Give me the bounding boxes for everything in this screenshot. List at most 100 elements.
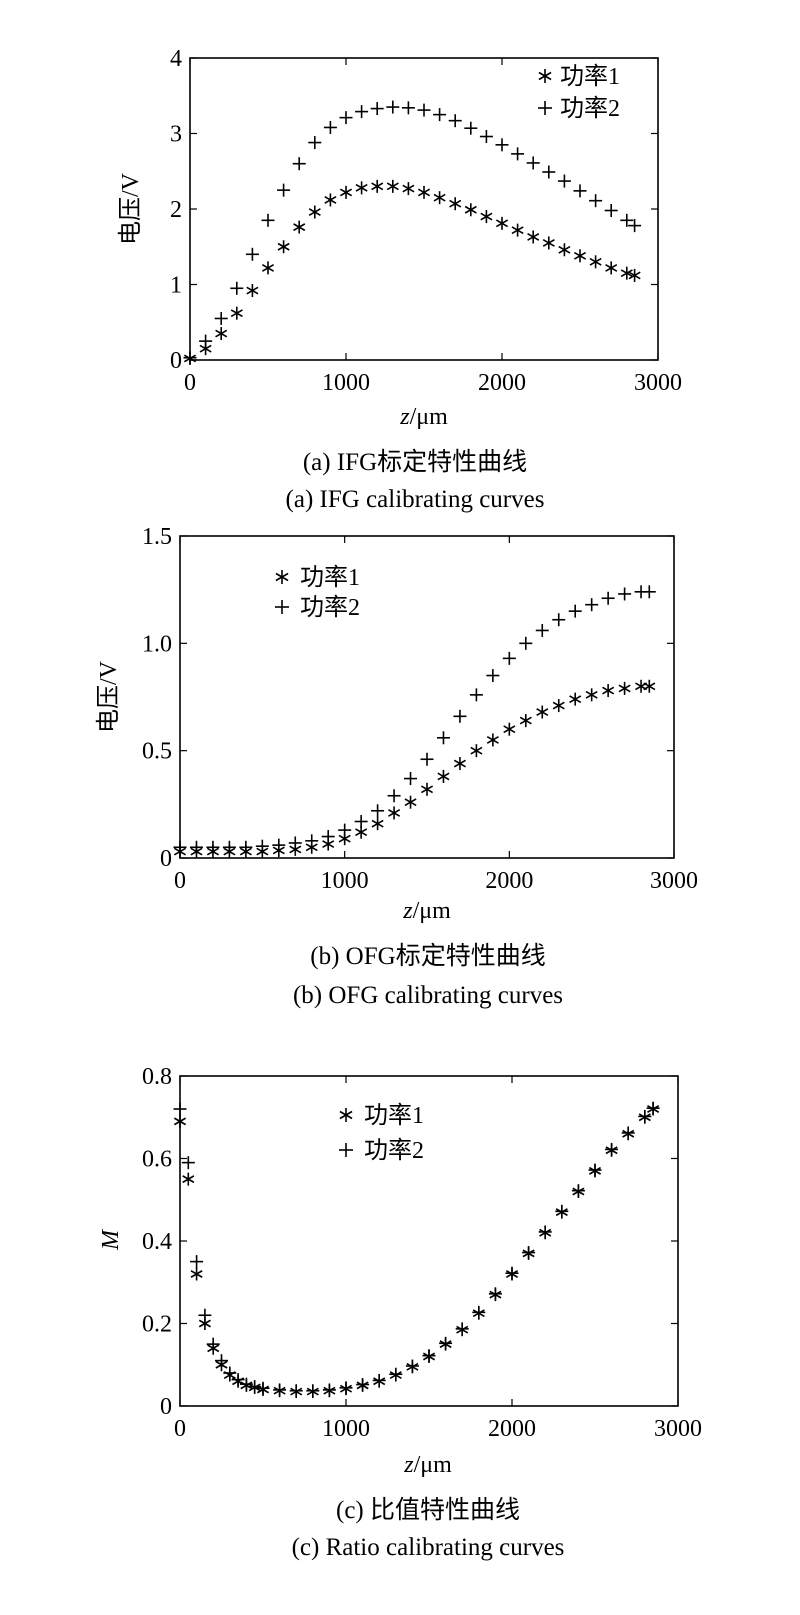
caption-en: (b) OFG calibrating curves	[293, 982, 563, 1009]
tick-group	[189, 57, 659, 361]
data-point-plus	[479, 130, 493, 144]
legend-marker-asterisk	[339, 1108, 353, 1122]
data-point-plus	[502, 651, 516, 665]
data-point-asterisk	[246, 284, 259, 298]
data-point-plus	[387, 789, 401, 803]
data-point-asterisk	[569, 692, 582, 706]
data-point-asterisk	[628, 268, 641, 282]
data-point-plus	[589, 194, 603, 208]
data-point-plus	[389, 1367, 403, 1381]
data-point-plus	[189, 840, 203, 854]
x-axis-unit: /μm	[413, 898, 452, 924]
caption-cn: (c) 比值特性曲线	[336, 1496, 520, 1524]
tick-group	[179, 1075, 679, 1407]
x-axis-unit: /μm	[410, 404, 449, 430]
data-point-plus	[305, 834, 319, 848]
data-point-asterisk	[277, 240, 290, 254]
legend-marker-plus	[538, 101, 552, 115]
tick-group	[179, 535, 675, 859]
data-point-asterisk	[558, 243, 571, 257]
data-point-plus	[621, 1126, 635, 1140]
data-point-asterisk	[230, 306, 243, 320]
data-point-plus	[601, 591, 615, 605]
data-point-plus	[605, 1142, 619, 1156]
data-point-asterisk	[519, 714, 532, 728]
data-point-asterisk	[480, 210, 493, 224]
data-point-plus	[526, 156, 540, 170]
data-point-plus	[568, 604, 582, 618]
data-point-asterisk	[402, 182, 415, 196]
data-point-asterisk	[618, 681, 631, 695]
data-point-plus	[239, 840, 253, 854]
data-point-plus	[214, 311, 228, 325]
data-point-plus	[181, 1156, 195, 1170]
data-point-plus	[620, 213, 634, 227]
data-point-plus	[433, 108, 447, 122]
data-point-plus	[173, 840, 187, 854]
x-tick-label: 0	[174, 1416, 186, 1442]
y-tick-label: 1	[170, 273, 182, 299]
data-point-plus	[272, 838, 286, 852]
data-point-plus	[261, 213, 275, 227]
data-point-plus	[173, 1102, 187, 1116]
data-point-plus	[245, 247, 259, 261]
x-axis-unit: /μm	[414, 1452, 453, 1478]
data-point-asterisk	[635, 679, 648, 693]
y-tick-label: 1.0	[142, 631, 172, 657]
data-point-plus	[555, 1204, 569, 1218]
data-point-asterisk	[542, 236, 555, 250]
data-point-asterisk	[449, 197, 462, 211]
x-tick-label: 3000	[654, 1416, 702, 1442]
data-point-asterisk	[308, 205, 321, 219]
data-point-asterisk	[173, 1114, 187, 1128]
caption-cn: (b) OFG标定特性曲线	[310, 942, 545, 970]
data-point-plus	[535, 623, 549, 637]
data-point-plus	[453, 709, 467, 723]
data-point-plus	[230, 281, 244, 295]
data-point-asterisk	[404, 795, 417, 809]
data-point-plus	[183, 351, 197, 365]
data-point-plus	[338, 823, 352, 837]
legend-label-series-1: 功率1	[560, 63, 620, 90]
data-point-plus	[223, 1366, 237, 1380]
data-point-plus	[339, 1381, 353, 1395]
x-tick-label: 1000	[322, 1416, 370, 1442]
y-tick-label: 0.4	[142, 1229, 172, 1255]
data-point-asterisk	[602, 684, 615, 698]
data-point-asterisk	[371, 817, 384, 831]
data-point-plus	[618, 587, 632, 601]
legend: 功率1 功率2	[339, 1102, 424, 1164]
data-point-asterisk	[470, 744, 483, 758]
data-point-plus	[436, 731, 450, 745]
data-point-plus	[405, 1359, 419, 1373]
legend-label-series-1: 功率1	[364, 1102, 424, 1129]
y-axis-label: 电压/V	[117, 172, 144, 245]
data-point-plus	[190, 1255, 204, 1269]
data-point-plus	[588, 1163, 602, 1177]
y-axis-label: 电压/V	[95, 660, 122, 733]
data-point-plus	[552, 613, 566, 627]
y-tick-label: 0.2	[142, 1312, 172, 1338]
x-axis-label: z/μm	[403, 1452, 452, 1478]
data-point-plus	[472, 1305, 486, 1319]
data-point-plus	[273, 1383, 287, 1397]
data-point-plus	[231, 1373, 245, 1387]
data-point-asterisk	[386, 179, 399, 193]
data-point-asterisk	[453, 757, 466, 771]
data-point-asterisk	[486, 733, 499, 747]
data-point-plus	[215, 1354, 228, 1368]
tick-label-group: 0 1000 2000 3000 0 0.5 1.0 1.5	[142, 524, 698, 894]
data-point-plus	[292, 157, 306, 171]
data-point-asterisk	[190, 1267, 203, 1281]
data-point-plus	[604, 204, 618, 218]
legend-marker-plus	[339, 1143, 353, 1157]
data-point-asterisk	[643, 679, 656, 693]
data-point-plus	[538, 1225, 552, 1239]
chart-panel-c: 0 1000 2000 3000 0 0.2 0.4 0.6 0.8 M z/μm 功率1 功率…	[98, 1064, 702, 1561]
data-point-asterisk	[620, 266, 633, 280]
data-point-asterisk	[324, 193, 337, 207]
data-point-plus	[638, 1109, 652, 1123]
data-point-plus	[455, 1322, 469, 1336]
legend-marker-plus	[275, 600, 289, 614]
